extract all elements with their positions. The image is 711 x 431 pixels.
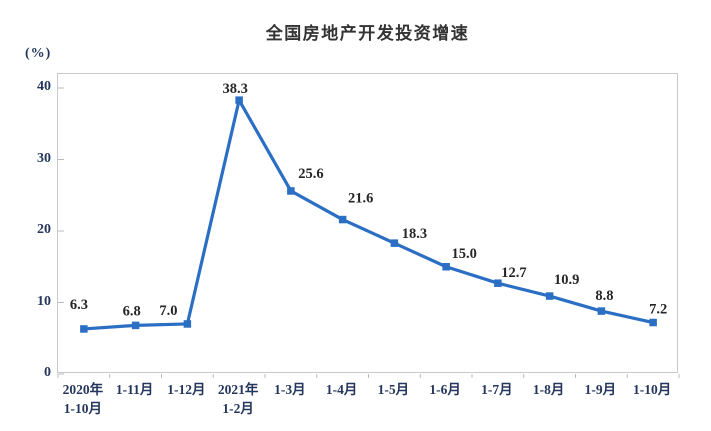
data-point-marker — [235, 96, 243, 104]
x-axis-category-label: 1-3月 — [274, 382, 306, 397]
x-axis-category-label: 2021年 1-2月 — [217, 382, 259, 416]
data-point-marker — [80, 325, 88, 333]
y-axis-tick-label: 10 — [37, 293, 51, 309]
data-point-marker — [442, 263, 450, 271]
data-point-marker — [494, 279, 502, 287]
x-axis-category-label: 2020年 1-10月 — [62, 382, 104, 416]
data-point-label: 7.2 — [649, 302, 667, 318]
data-point-marker — [338, 215, 347, 224]
chart-title: 全国房地产开发投资增速 — [265, 24, 470, 43]
data-point-marker — [287, 187, 295, 195]
x-axis-category-label: 1-12月 — [167, 382, 206, 397]
data-point-label: 18.3 — [402, 226, 427, 242]
data-point-label: 6.3 — [70, 297, 88, 313]
y-axis-tick-label: 0 — [44, 365, 51, 380]
data-point-marker — [183, 320, 192, 328]
x-axis-category-label: 1-11月 — [115, 382, 154, 397]
x-axis-category-label: 1-8月 — [532, 382, 565, 397]
x-axis-category-label: 1-4月 — [325, 382, 358, 397]
data-point-label: 25.6 — [298, 166, 323, 182]
data-point-marker — [131, 321, 140, 330]
x-axis-category-label: 1-5月 — [377, 382, 410, 397]
data-point-marker — [597, 307, 606, 315]
y-axis-unit-label: (%) — [25, 46, 52, 61]
data-point-label: 12.7 — [501, 265, 526, 281]
data-point-label: 10.9 — [554, 272, 579, 288]
plot-area: 6.3 6.8 7.0 38.3 25.6 21.6 18.3 15.0 12.7 10.9 8.8… — [57, 73, 680, 378]
data-point-marker — [545, 292, 554, 300]
data-point-label: 6.8 — [123, 303, 141, 319]
data-point-label: 38.3 — [222, 81, 247, 97]
plot-svg: 6.3 6.8 7.0 38.3 25.6 21.6 18.3 15.0 12.7 10.9 8.8… — [57, 81, 680, 378]
data-point-marker — [390, 239, 399, 247]
data-point-label: 21.6 — [348, 191, 373, 207]
data-point-label: 7.0 — [159, 303, 177, 319]
y-axis-tick-label: 20 — [37, 222, 51, 237]
data-point-marker — [649, 318, 657, 327]
y-axis-tick-label: 30 — [37, 150, 51, 166]
x-axis-category-label: 1-6月 — [429, 382, 461, 397]
x-axis-category-label: 1-10月 — [633, 382, 672, 397]
y-axis-tick-label: 40 — [37, 79, 51, 94]
x-axis-category-label: 1-7月 — [481, 382, 513, 397]
x-axis-category-label: 1-9月 — [584, 382, 617, 397]
data-point-label: 8.8 — [595, 288, 613, 304]
data-point-label: 15.0 — [451, 246, 476, 262]
series-line — [82, 98, 655, 331]
